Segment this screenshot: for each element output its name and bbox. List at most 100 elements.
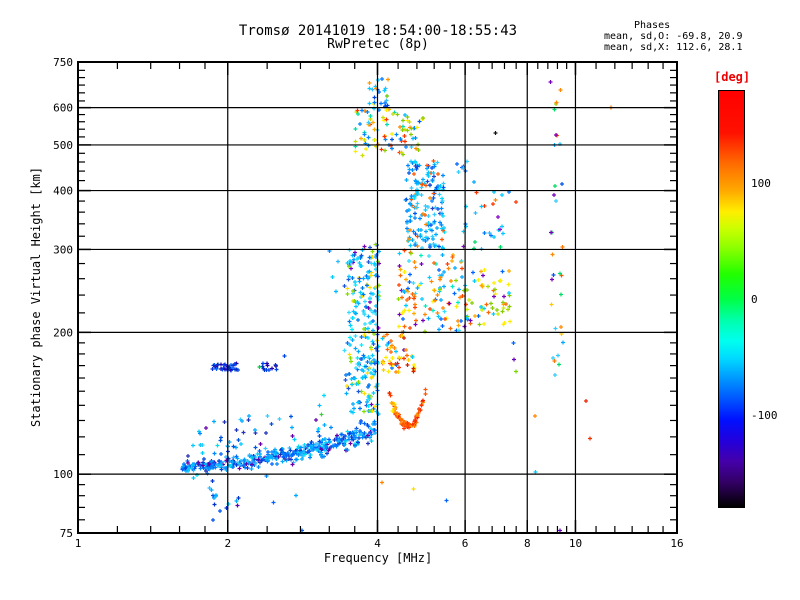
data-point	[473, 211, 478, 215]
data-point	[369, 361, 373, 366]
data-point	[440, 253, 445, 257]
data-point	[206, 467, 211, 471]
data-point	[327, 437, 331, 442]
data-point	[471, 270, 475, 275]
data-point	[222, 420, 227, 424]
data-point	[549, 302, 554, 307]
data-point	[265, 363, 270, 368]
data-point	[373, 138, 377, 142]
data-point	[416, 148, 421, 152]
data-point	[319, 412, 324, 417]
data-point	[315, 448, 319, 452]
x-tick-label: 8	[524, 537, 531, 550]
data-point	[493, 292, 498, 296]
data-point	[365, 283, 369, 288]
data-point	[273, 363, 278, 367]
data-point	[365, 110, 370, 114]
data-point	[584, 399, 588, 403]
data-point	[362, 409, 366, 414]
data-point	[487, 231, 492, 235]
data-point	[345, 261, 350, 265]
data-point	[426, 174, 431, 178]
data-point	[347, 274, 351, 279]
data-point	[405, 353, 409, 358]
data-point	[290, 453, 295, 457]
data-point	[409, 145, 414, 149]
data-point	[460, 294, 465, 298]
y-tick-label: 600	[53, 102, 73, 115]
data-point	[364, 364, 368, 369]
data-point	[371, 292, 375, 296]
data-point	[349, 435, 354, 439]
data-point	[385, 347, 390, 352]
data-point	[415, 125, 419, 130]
data-point	[353, 444, 357, 448]
data-point	[397, 264, 402, 268]
data-point	[366, 326, 370, 331]
data-point	[405, 115, 410, 119]
data-point	[253, 445, 258, 450]
data-point	[408, 243, 413, 248]
data-point	[492, 281, 496, 285]
data-point	[365, 360, 370, 364]
data-point	[251, 459, 255, 463]
data-point	[449, 279, 453, 283]
data-point	[428, 245, 432, 249]
data-point	[457, 287, 461, 292]
data-point	[407, 237, 411, 241]
data-point	[432, 261, 436, 265]
data-point	[372, 358, 376, 362]
data-point	[411, 229, 416, 234]
data-point	[455, 162, 459, 166]
data-point	[367, 86, 372, 91]
data-point	[409, 186, 414, 190]
data-point	[441, 214, 445, 218]
data-point	[489, 233, 493, 238]
data-point	[401, 317, 405, 321]
data-point	[421, 116, 425, 120]
data-point	[358, 122, 362, 126]
phase-stats-o-mode: mean, sd,O: -69.8, 20.9	[604, 31, 743, 42]
data-point	[421, 398, 425, 403]
data-point	[367, 366, 372, 370]
data-point	[371, 310, 375, 315]
data-point	[282, 354, 287, 358]
data-point	[486, 310, 491, 315]
data-point	[366, 276, 370, 281]
data-point	[588, 436, 592, 441]
data-point	[228, 464, 233, 468]
data-point	[511, 341, 516, 345]
data-point	[355, 108, 360, 113]
data-point	[359, 335, 364, 339]
data-point	[314, 418, 318, 422]
data-point	[447, 301, 452, 306]
data-point	[431, 308, 435, 313]
data-point	[441, 185, 446, 190]
data-point	[551, 273, 556, 277]
data-point	[292, 437, 297, 442]
data-point	[408, 326, 412, 330]
data-point	[419, 403, 424, 407]
data-point	[500, 224, 504, 229]
data-point	[402, 426, 406, 431]
data-point	[470, 301, 474, 305]
data-point	[385, 343, 389, 347]
data-point	[496, 215, 500, 219]
data-point	[430, 206, 435, 211]
data-point	[430, 199, 434, 203]
data-point	[418, 234, 423, 239]
data-point	[398, 137, 403, 141]
data-point	[306, 443, 310, 447]
data-point	[357, 361, 361, 365]
data-point	[351, 402, 355, 406]
data-point	[421, 237, 425, 242]
data-point	[415, 205, 419, 210]
data-point	[432, 212, 437, 217]
data-point	[191, 443, 195, 448]
data-point	[413, 418, 417, 422]
data-point	[502, 294, 506, 299]
data-point	[250, 456, 254, 460]
data-point	[262, 368, 267, 372]
data-point	[434, 232, 438, 237]
data-point	[404, 145, 408, 149]
